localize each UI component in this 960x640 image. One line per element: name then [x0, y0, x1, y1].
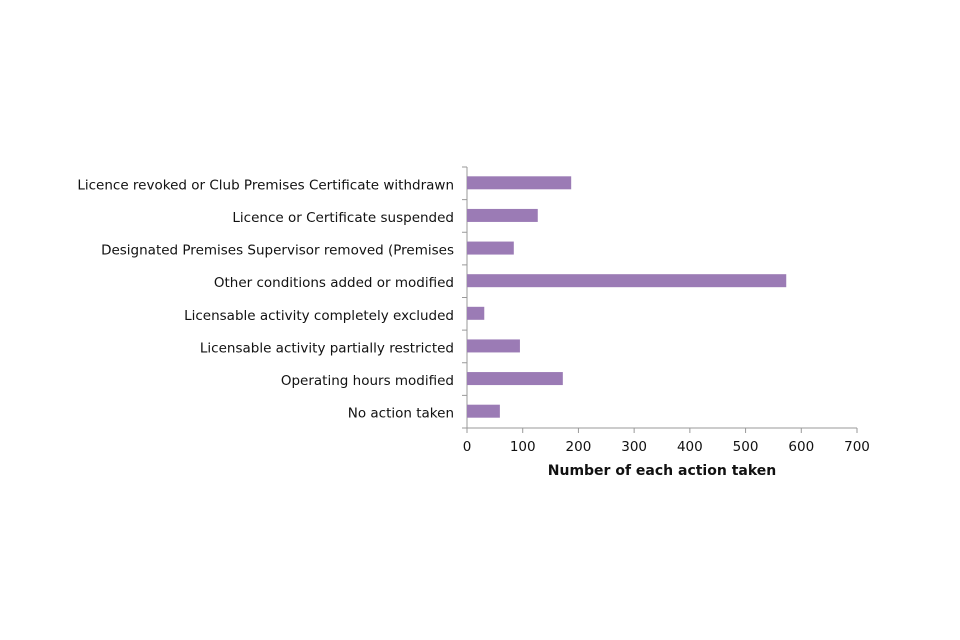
- y-tick-label: Licence or Certificate suspended: [232, 210, 454, 226]
- y-tick-label: No action taken: [348, 406, 454, 422]
- x-tick-label: 0: [463, 439, 472, 455]
- x-tick-label: 100: [510, 439, 536, 455]
- bar: [467, 176, 572, 190]
- bar: [467, 241, 514, 255]
- x-tick-label: 300: [621, 439, 647, 455]
- x-tick-label: 200: [566, 439, 592, 455]
- x-tick-label: 700: [844, 439, 870, 455]
- bar: [467, 404, 500, 418]
- y-tick-label: Licensable activity completely excluded: [184, 308, 454, 324]
- bar: [467, 372, 563, 386]
- y-tick-label: Licence revoked or Club Premises Certifi…: [77, 177, 454, 193]
- x-tick-label: 400: [677, 439, 703, 455]
- bar: [467, 274, 787, 288]
- x-tick-label: 600: [788, 439, 814, 455]
- bar: [467, 208, 538, 222]
- x-tick-label: 500: [733, 439, 759, 455]
- bar: [467, 306, 485, 320]
- y-tick-label: Licensable activity partially restricted: [200, 340, 454, 356]
- x-axis-title: Number of each action taken: [548, 463, 776, 479]
- y-tick-label: Other conditions added or modified: [214, 275, 454, 291]
- bar: [467, 339, 520, 353]
- y-tick-label: Operating hours modified: [281, 373, 454, 389]
- y-tick-label: Designated Premises Supervisor removed (…: [101, 243, 454, 259]
